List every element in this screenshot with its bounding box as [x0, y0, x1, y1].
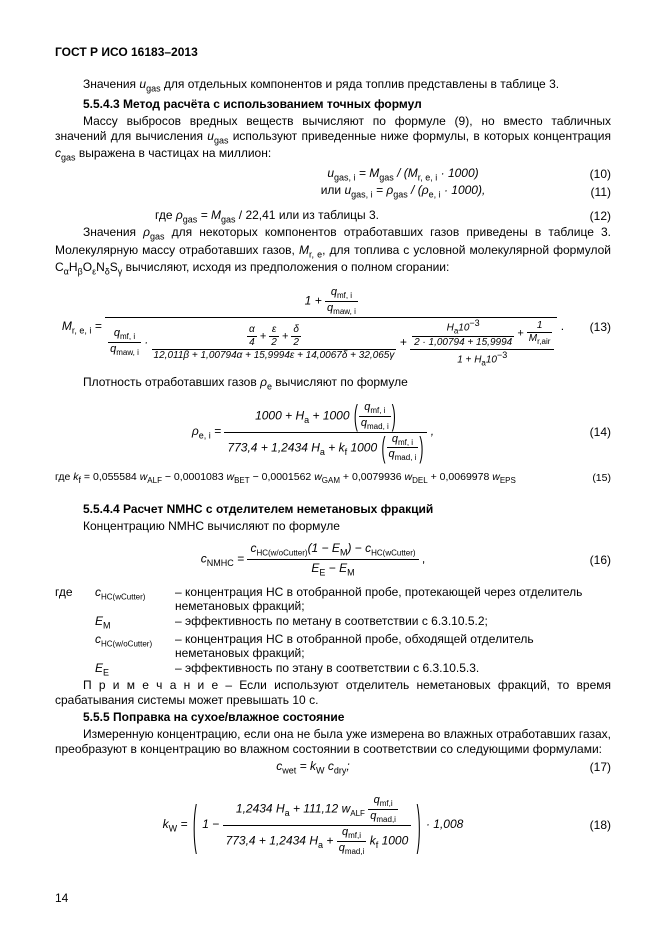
para-4: Значения ρgas для некоторых компонентов …	[55, 225, 611, 278]
doc-header: ГОСТ Р ИСО 16183–2013	[55, 45, 611, 59]
where-3: cHC(w/oCutter) – концентрация HC в отобр…	[55, 632, 611, 660]
where-2: EM – эффективность по метану в соответст…	[55, 614, 611, 630]
page-number: 14	[55, 891, 68, 905]
heading-555: 5.5.5 Поправка на сухое/влажное состояни…	[55, 710, 611, 725]
para-nmhc: Концентрацию NMHC вычисляют по формуле	[55, 519, 611, 534]
eq-12: где ρgas = Mgas / 22,41 или из таблицы 3…	[55, 208, 611, 224]
heading-5543: 5.5.4.3 Метод расчёта с использованием т…	[55, 97, 611, 112]
eq-11: или ugas, i = ρgas / (ρe, i · 1000), (11…	[55, 183, 611, 199]
where-1: где cHC(wCutter) – концентрация HC в ото…	[55, 585, 611, 613]
heading-5544: 5.5.4.4 Расчет NMHC с отделителем немета…	[55, 502, 611, 517]
para-1: Значения ugas для отдельных компонентов …	[55, 77, 611, 95]
eq-15: где kf = 0,055584 wALF − 0,0001083 wBET …	[55, 471, 611, 485]
eq-18: kW = ( 1 − 1,2434 Ha + 111,12 wALF qmf,i…	[55, 794, 611, 856]
para-5: Плотность отработавших газов ρe вычисляю…	[55, 375, 611, 393]
note: П р и м е ч а н и е – Если используют от…	[55, 678, 611, 708]
para-3: Массу выбросов вредных веществ вычисляют…	[55, 114, 611, 164]
eq-17: cwet = kW cdry; (17)	[55, 759, 611, 775]
where-4: EE – эффективность по этану в соответств…	[55, 661, 611, 677]
eq-10: ugas, i = Mgas / (Mr, e, i · 1000) (10)	[55, 166, 611, 182]
para-9: Измеренную концентрацию, если она не был…	[55, 727, 611, 757]
eq-16: cNMHC = cHC(w/oCutter)(1 − EM) − cHC(wCu…	[55, 540, 611, 579]
eq-13: Mr, e, i = 1 + qmf, iqmaw, i qmf, iqmaw,…	[55, 286, 611, 367]
eq-14: ρe, i = 1000 + Ha + 1000 (qmf, iqmad, i)…	[55, 401, 611, 463]
